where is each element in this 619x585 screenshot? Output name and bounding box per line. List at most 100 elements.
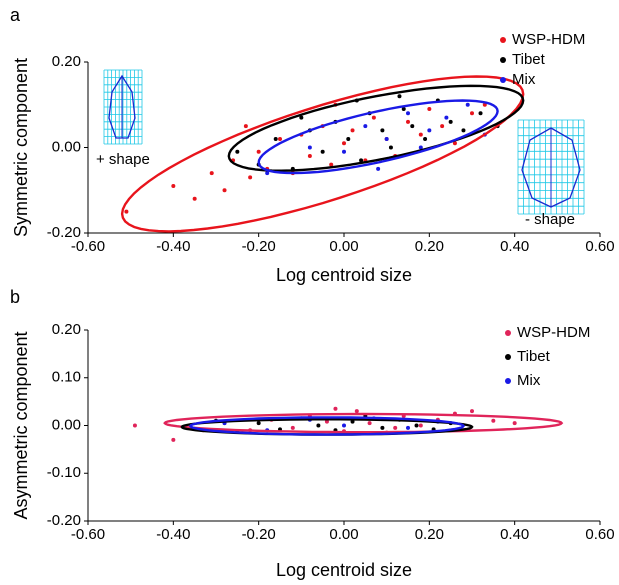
y-tick-label: 0.20	[52, 321, 81, 338]
point	[444, 115, 449, 120]
annotation: - shape	[525, 211, 575, 228]
point	[320, 149, 325, 154]
point	[440, 124, 445, 129]
confidence-ellipse	[257, 99, 499, 175]
legend-marker	[500, 77, 506, 83]
point	[324, 419, 329, 424]
point	[124, 209, 129, 214]
point	[384, 136, 389, 141]
point	[132, 423, 137, 428]
point	[418, 423, 423, 428]
point	[290, 425, 295, 430]
point	[406, 119, 410, 124]
point	[333, 406, 338, 411]
y-tick-label: -0.10	[47, 464, 81, 481]
x-axis-label: Log centroid size	[276, 265, 412, 285]
point	[307, 154, 312, 159]
legend-label: WSP-HDM	[512, 31, 585, 48]
point	[342, 149, 346, 154]
x-tick-label: 0.00	[329, 526, 358, 543]
point	[448, 119, 453, 124]
x-tick-label: -0.60	[71, 238, 105, 255]
point	[192, 196, 197, 201]
point	[329, 162, 334, 167]
x-tick-label: -0.40	[156, 238, 190, 255]
legend-marker	[505, 354, 511, 360]
x-tick-label: -0.40	[156, 526, 190, 543]
point	[299, 115, 304, 120]
x-tick-label: 0.40	[500, 238, 529, 255]
point	[465, 102, 470, 107]
y-axis-label: Symmetric component	[11, 58, 31, 237]
point	[414, 423, 419, 428]
point	[171, 183, 176, 188]
point	[410, 124, 415, 129]
point	[371, 115, 376, 120]
x-tick-label: -0.20	[242, 238, 276, 255]
point	[401, 107, 406, 112]
point	[248, 175, 253, 180]
y-tick-label: -0.20	[47, 224, 81, 241]
point	[491, 418, 496, 423]
point	[243, 124, 248, 129]
legend-label: Tibet	[517, 348, 551, 365]
annotation: + shape	[96, 151, 150, 168]
point	[359, 158, 364, 163]
point	[452, 141, 457, 146]
point	[461, 128, 466, 133]
point	[470, 111, 474, 116]
point	[342, 141, 346, 146]
point	[316, 423, 321, 428]
point	[256, 149, 261, 154]
x-tick-label: 0.60	[585, 238, 614, 255]
point	[235, 149, 240, 154]
point	[478, 111, 483, 116]
confidence-ellipse	[120, 75, 525, 233]
x-tick-label: 0.20	[415, 526, 444, 543]
point	[470, 409, 474, 414]
x-tick-label: 0.20	[415, 238, 444, 255]
point	[380, 425, 385, 430]
point	[307, 145, 312, 150]
point	[397, 94, 402, 99]
point	[354, 409, 359, 414]
y-tick-label: 0.00	[52, 416, 81, 433]
x-tick-label: 0.40	[500, 526, 529, 543]
x-tick-label: -0.20	[242, 526, 276, 543]
legend-marker	[505, 330, 511, 336]
y-axis-label: Asymmetric component	[11, 331, 31, 519]
y-tick-label: 0.10	[52, 369, 81, 386]
point	[418, 132, 423, 137]
point	[406, 111, 410, 116]
panel-label: a	[10, 5, 21, 25]
point	[367, 421, 372, 426]
minus-shape-inset	[517, 119, 585, 215]
point	[350, 128, 355, 133]
point	[171, 437, 176, 442]
point	[342, 423, 346, 428]
legend-label: Mix	[512, 71, 536, 88]
plus-shape-inset	[103, 69, 143, 145]
point	[423, 136, 428, 141]
point	[418, 145, 423, 150]
point	[363, 124, 368, 129]
point	[393, 425, 398, 430]
point	[512, 421, 517, 426]
point	[376, 166, 381, 171]
point	[427, 107, 432, 112]
y-tick-label: 0.00	[52, 138, 81, 155]
point	[278, 136, 282, 141]
point	[380, 128, 385, 133]
legend-label: Tibet	[512, 51, 546, 68]
x-tick-label: 0.60	[585, 526, 614, 543]
x-tick-label: -0.60	[71, 526, 105, 543]
point	[350, 419, 355, 424]
x-tick-label: 0.00	[329, 238, 358, 255]
point	[388, 145, 393, 150]
point	[273, 136, 278, 141]
y-tick-label: 0.20	[52, 53, 81, 70]
legend-marker	[500, 37, 506, 43]
point	[265, 171, 270, 176]
panel-label: b	[10, 287, 20, 307]
